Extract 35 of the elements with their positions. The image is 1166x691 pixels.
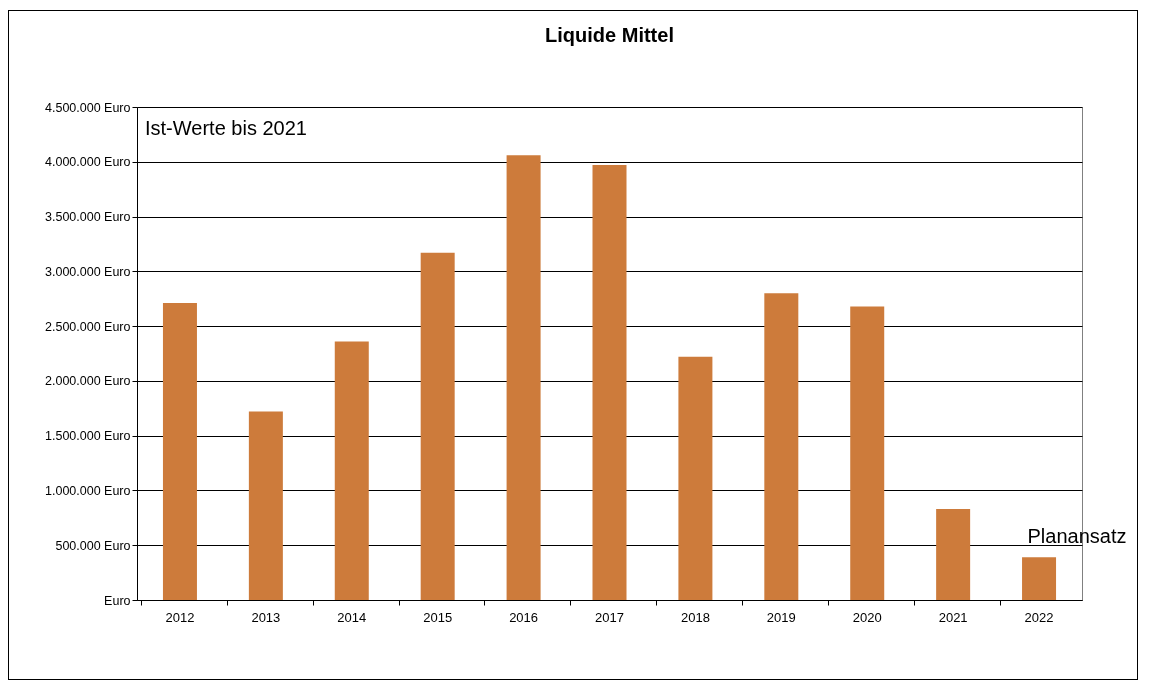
y-tick-label: 4.000.000 Euro	[45, 155, 131, 170]
bar	[506, 155, 541, 600]
bar	[420, 252, 455, 600]
annotation: Planansatz	[1027, 525, 1127, 547]
y-tick-label: 1.500.000 Euro	[45, 429, 131, 444]
y-tick-label: 2.500.000 Euro	[45, 319, 131, 334]
x-tick-label: 2017	[595, 609, 624, 625]
x-tick-label: 2020	[852, 609, 882, 625]
bar	[334, 341, 369, 600]
bar	[1022, 557, 1057, 600]
x-tick-label: 2012	[165, 609, 195, 625]
y-tick-label: 4.500.000 Euro	[45, 100, 131, 115]
x-tick-label: 2015	[423, 609, 453, 625]
x-tick-label: 2022	[1024, 609, 1054, 625]
y-tick-label: 500.000 Euro	[55, 538, 131, 553]
chart-title: Liquide Mittel	[545, 24, 674, 46]
x-tick-label: 2019	[766, 609, 796, 625]
annotation: Ist-Werte bis 2021	[145, 117, 307, 139]
bar	[936, 509, 971, 600]
y-tick-label: 1.000.000 Euro	[45, 483, 131, 498]
x-tick-label: 2018	[680, 609, 710, 625]
y-tick-label: Euro	[104, 593, 131, 608]
x-tick-label: 2013	[251, 609, 281, 625]
x-tick-label: 2014	[337, 609, 367, 625]
x-tick-label: 2021	[938, 609, 968, 625]
bar	[592, 165, 627, 600]
y-tick-label: 3.000.000 Euro	[45, 264, 131, 279]
bar	[850, 306, 885, 600]
y-tick-label: 3.500.000 Euro	[45, 210, 131, 225]
bar	[248, 411, 283, 600]
bar	[764, 293, 799, 600]
y-tick-label: 2.000.000 Euro	[45, 374, 131, 389]
bar	[162, 303, 197, 600]
x-tick-label: 2016	[509, 609, 539, 625]
bar	[678, 356, 713, 600]
